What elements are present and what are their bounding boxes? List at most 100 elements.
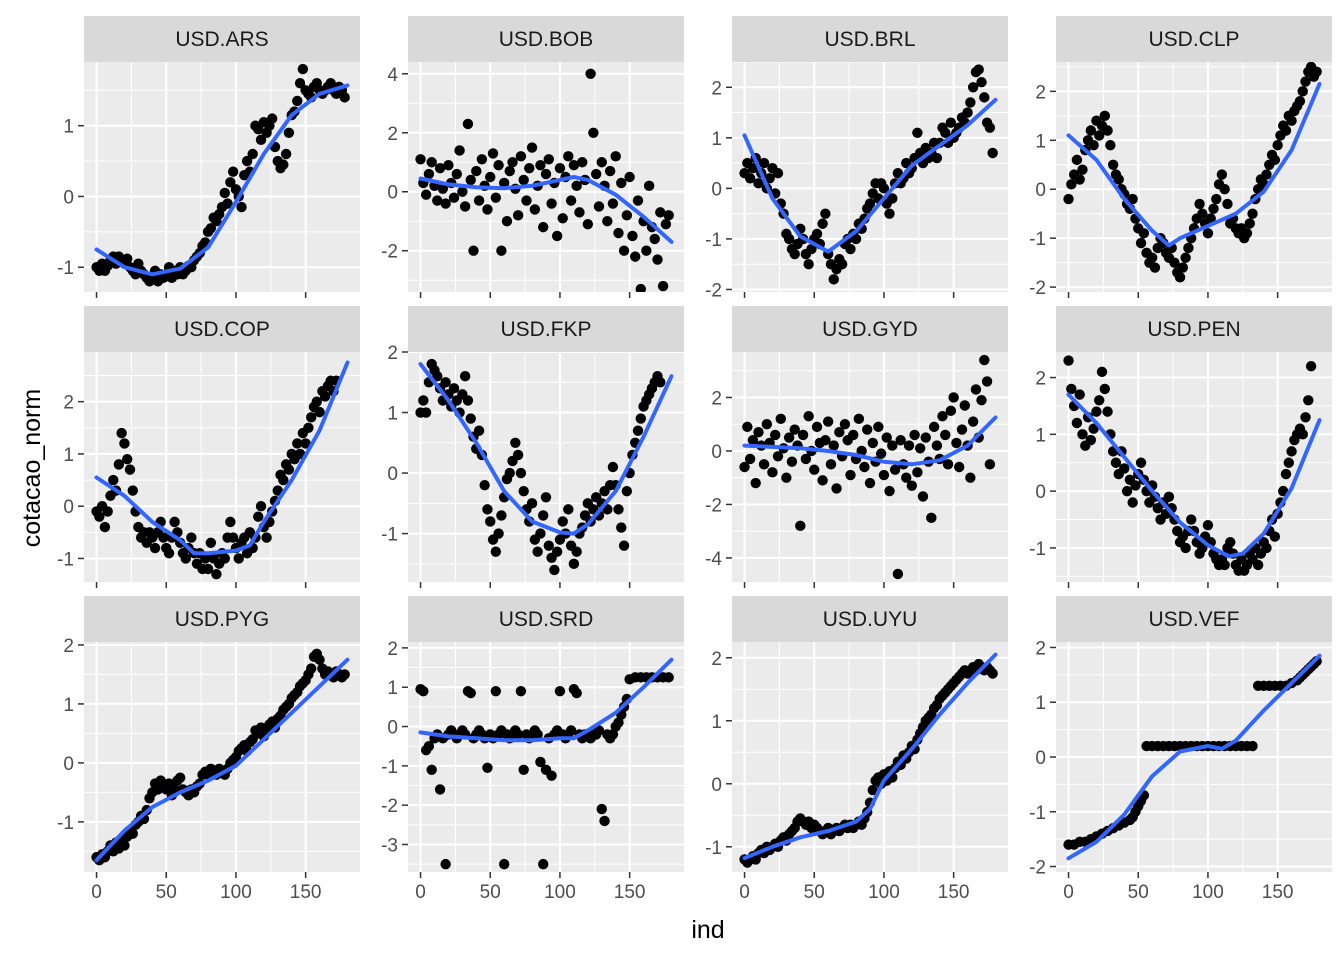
data-point — [468, 245, 479, 256]
data-point — [94, 511, 105, 522]
data-point — [113, 459, 125, 470]
data-point — [1102, 406, 1113, 417]
data-point — [432, 371, 443, 382]
data-point — [912, 467, 923, 478]
data-point — [1225, 537, 1236, 548]
data-point — [222, 198, 233, 209]
data-point — [657, 280, 669, 292]
y-tick-label: 0 — [711, 775, 722, 796]
data-point — [437, 183, 449, 194]
data-point — [878, 183, 890, 194]
data-point — [1102, 125, 1113, 136]
data-point — [1113, 174, 1124, 185]
data-point — [803, 258, 814, 270]
y-tick-label: 2 — [387, 343, 398, 364]
data-point — [1099, 110, 1110, 122]
data-point — [984, 459, 996, 470]
facet-title: USD.FKP — [500, 318, 591, 341]
facet-panels: USD.ARS-101USD.BOB-2024USD.BRL-2-1012USD… — [57, 16, 1332, 903]
facet-strip — [1056, 16, 1332, 62]
data-point — [820, 435, 831, 446]
data-point — [521, 195, 532, 206]
data-point — [219, 187, 230, 199]
data-point — [543, 154, 554, 165]
data-point — [822, 416, 834, 427]
data-point — [479, 479, 490, 491]
data-point — [1088, 139, 1099, 151]
data-point — [99, 521, 111, 533]
data-point — [498, 858, 510, 870]
data-point — [1311, 66, 1322, 77]
data-point — [663, 210, 674, 221]
facet-usd-cop: USD.COP -1 0 1 2 — [57, 306, 360, 588]
data-point — [515, 151, 527, 162]
data-point — [1197, 208, 1208, 219]
data-point — [314, 406, 325, 418]
data-point — [744, 453, 756, 465]
facet-strip — [84, 306, 360, 352]
facet-gridlines — [84, 642, 360, 872]
data-point — [1241, 228, 1253, 239]
data-point — [426, 157, 437, 168]
data-point — [836, 258, 848, 270]
data-point — [255, 501, 267, 512]
data-point — [1194, 198, 1205, 210]
data-point — [1149, 262, 1161, 273]
data-point — [496, 510, 507, 521]
data-point — [845, 243, 856, 255]
data-point — [951, 437, 962, 449]
data-point — [448, 383, 460, 394]
data-point — [1091, 406, 1102, 417]
y-tick-label: 1 — [1035, 131, 1046, 152]
data-point — [1280, 468, 1292, 480]
data-point — [1096, 366, 1108, 378]
data-point — [786, 456, 798, 467]
data-point — [1269, 154, 1281, 166]
data-point — [747, 162, 759, 174]
data-point — [962, 107, 973, 118]
facet-usd-fkp: USD.FKP -1 0 1 2 — [381, 306, 684, 588]
data-point — [205, 537, 217, 548]
data-point — [901, 472, 912, 483]
data-point — [493, 528, 504, 539]
data-point — [739, 461, 750, 473]
data-point — [501, 216, 513, 227]
y-tick-label: 1 — [1035, 425, 1046, 446]
facet-strip — [1056, 306, 1332, 352]
data-point — [571, 546, 582, 557]
y-tick-label: 0 — [387, 183, 398, 204]
data-point — [663, 672, 674, 683]
data-point — [758, 459, 770, 470]
data-point — [1297, 429, 1308, 440]
y-tick-label: 0 — [711, 179, 722, 200]
data-point — [873, 421, 884, 433]
facet-usd-srd: USD.SRD -3 -2 -1 0 1 2 0 50 100 150 — [381, 596, 684, 903]
data-point — [300, 438, 311, 449]
data-point — [127, 485, 138, 496]
data-point — [1085, 434, 1097, 446]
data-point — [518, 486, 529, 497]
data-point — [507, 157, 518, 168]
data-point — [294, 78, 306, 89]
data-point — [887, 193, 898, 204]
y-tick-label: -2 — [381, 242, 398, 263]
data-point — [515, 467, 527, 479]
data-point — [1105, 139, 1116, 151]
data-point — [1202, 520, 1214, 531]
data-point — [596, 803, 607, 815]
y-tick-label: 1 — [63, 445, 74, 466]
data-point — [965, 97, 976, 108]
data-point — [616, 522, 627, 533]
facet-panel-bg — [732, 352, 1008, 582]
data-points — [739, 354, 998, 580]
data-point — [1269, 531, 1281, 542]
data-point — [789, 248, 800, 260]
data-point — [116, 427, 127, 439]
data-point — [948, 392, 959, 403]
data-point — [306, 663, 317, 674]
facet-usd-ars: USD.ARS -1 0 1 — [57, 16, 360, 298]
y-tick-label: 2 — [63, 393, 74, 414]
data-point — [205, 223, 217, 234]
data-point — [418, 685, 429, 697]
data-point — [311, 396, 322, 407]
